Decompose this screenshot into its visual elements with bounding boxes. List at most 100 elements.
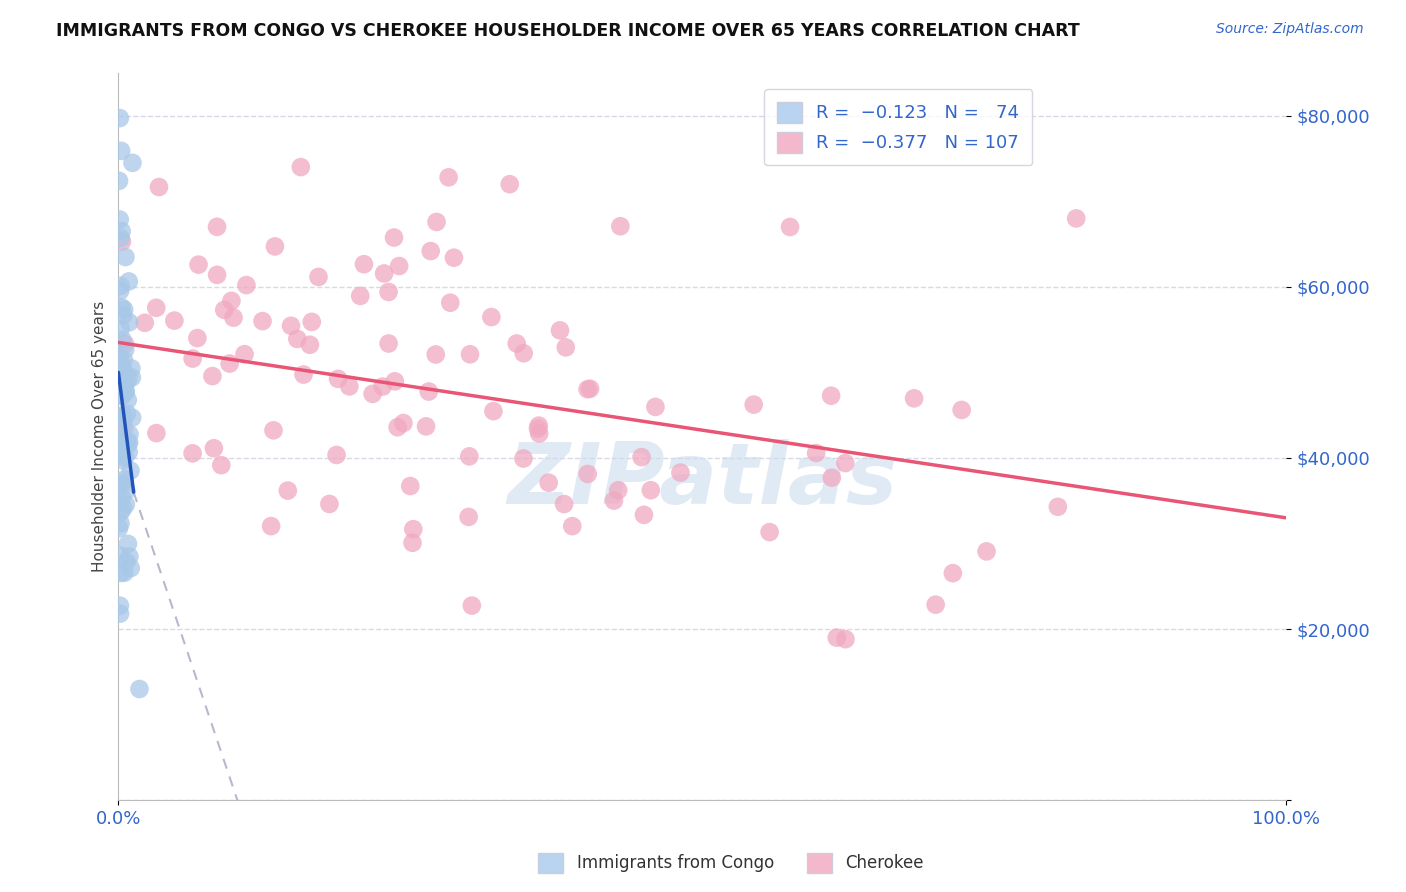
Point xyxy=(349,289,371,303)
Point xyxy=(112,302,135,317)
Point xyxy=(108,607,131,621)
Text: ZIPatlas: ZIPatlas xyxy=(508,439,897,522)
Point xyxy=(387,420,409,434)
Point xyxy=(825,631,848,645)
Point xyxy=(482,404,505,418)
Point xyxy=(111,428,134,442)
Point xyxy=(118,315,141,329)
Point xyxy=(111,478,134,492)
Point xyxy=(1046,500,1069,514)
Text: IMMIGRANTS FROM CONGO VS CHEROKEE HOUSEHOLDER INCOME OVER 65 YEARS CORRELATION C: IMMIGRANTS FROM CONGO VS CHEROKEE HOUSEH… xyxy=(56,22,1080,40)
Text: Source: ZipAtlas.com: Source: ZipAtlas.com xyxy=(1216,22,1364,37)
Point xyxy=(111,301,134,315)
Point xyxy=(512,346,534,360)
Point xyxy=(644,400,666,414)
Point xyxy=(633,508,655,522)
Point xyxy=(233,347,256,361)
Point xyxy=(527,418,550,433)
Point xyxy=(108,376,131,390)
Point xyxy=(371,379,394,393)
Legend: R =  −0.123   N =   74, R =  −0.377   N = 107: R = −0.123 N = 74, R = −0.377 N = 107 xyxy=(763,89,1032,165)
Point xyxy=(108,548,131,562)
Point xyxy=(579,382,602,396)
Point xyxy=(112,501,135,516)
Point xyxy=(512,451,534,466)
Point xyxy=(499,178,522,192)
Point xyxy=(111,333,134,347)
Point xyxy=(950,403,973,417)
Point xyxy=(301,315,323,329)
Point xyxy=(222,310,245,325)
Point xyxy=(115,483,138,498)
Point xyxy=(111,447,134,461)
Point xyxy=(325,448,347,462)
Point xyxy=(779,219,801,234)
Point xyxy=(576,382,599,396)
Point xyxy=(630,450,652,464)
Point xyxy=(145,426,167,441)
Point xyxy=(110,231,132,245)
Point xyxy=(834,632,856,647)
Point xyxy=(209,458,232,472)
Point xyxy=(425,215,447,229)
Point xyxy=(115,407,138,421)
Point xyxy=(110,434,132,449)
Point xyxy=(108,351,131,365)
Point xyxy=(117,392,139,407)
Point xyxy=(115,376,138,391)
Point xyxy=(108,351,131,366)
Point xyxy=(290,160,312,174)
Point xyxy=(110,516,132,531)
Point xyxy=(377,336,399,351)
Point xyxy=(419,244,441,258)
Point xyxy=(114,450,136,465)
Point xyxy=(114,343,136,357)
Point xyxy=(437,170,460,185)
Point xyxy=(742,398,765,412)
Point xyxy=(112,421,135,435)
Point xyxy=(110,278,132,293)
Point xyxy=(479,310,502,324)
Point xyxy=(120,361,142,376)
Point xyxy=(110,566,132,580)
Point xyxy=(425,347,447,361)
Point xyxy=(402,522,425,536)
Point xyxy=(112,364,135,378)
Point xyxy=(285,332,308,346)
Point xyxy=(527,426,550,441)
Point xyxy=(576,467,599,481)
Point xyxy=(112,352,135,367)
Point xyxy=(108,521,131,535)
Point xyxy=(112,413,135,427)
Point xyxy=(607,483,630,498)
Point xyxy=(108,212,131,227)
Point xyxy=(108,284,131,298)
Point xyxy=(108,388,131,402)
Point xyxy=(1064,211,1087,226)
Point xyxy=(640,483,662,498)
Point xyxy=(377,285,399,299)
Point xyxy=(353,257,375,271)
Point xyxy=(903,392,925,406)
Point xyxy=(264,239,287,253)
Point xyxy=(118,274,141,288)
Point xyxy=(384,374,406,388)
Point xyxy=(277,483,299,498)
Y-axis label: Householder Income Over 65 years: Householder Income Over 65 years xyxy=(93,301,107,573)
Point xyxy=(108,174,131,188)
Point xyxy=(114,472,136,486)
Point xyxy=(361,387,384,401)
Point xyxy=(669,466,692,480)
Point xyxy=(308,269,330,284)
Point xyxy=(181,351,204,366)
Point xyxy=(187,258,209,272)
Point xyxy=(205,219,228,234)
Point xyxy=(110,321,132,335)
Point xyxy=(561,519,583,533)
Point xyxy=(201,369,224,384)
Point xyxy=(120,561,142,575)
Point xyxy=(118,549,141,564)
Point xyxy=(202,442,225,456)
Point xyxy=(114,384,136,399)
Point xyxy=(298,338,321,352)
